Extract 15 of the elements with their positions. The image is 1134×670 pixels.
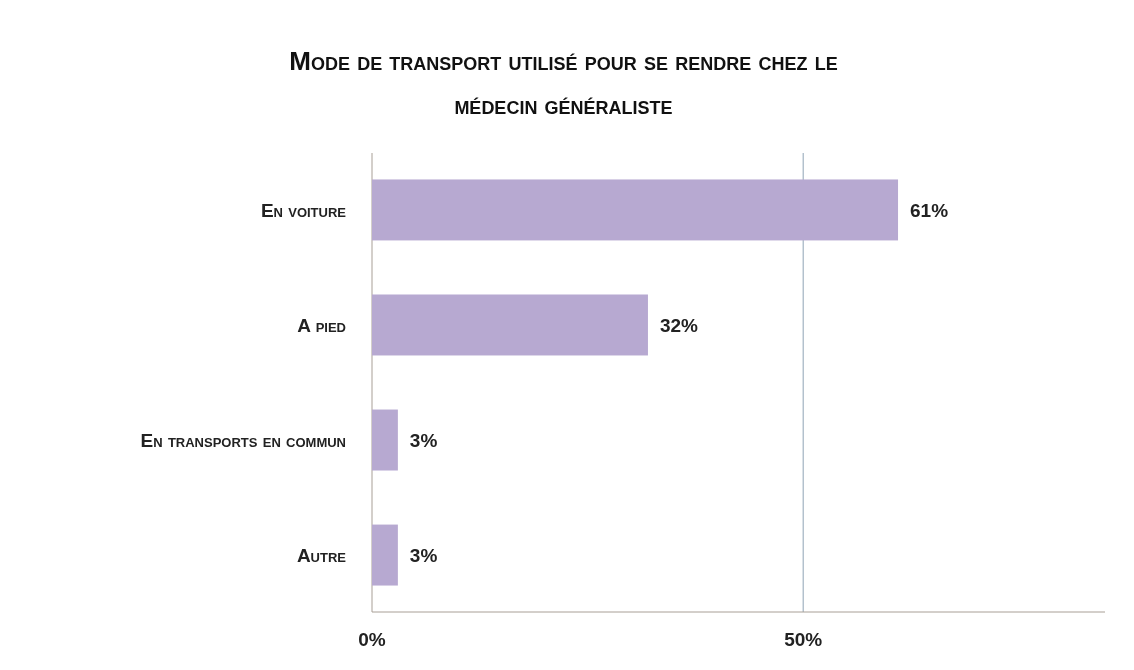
- data-label: 3%: [409, 544, 438, 566]
- y-tick-label: En voiture: [260, 199, 347, 221]
- data-label: 3%: [409, 429, 438, 451]
- y-tick-label: Autre: [296, 544, 347, 566]
- data-label: 61%: [910, 199, 949, 221]
- bar: [372, 409, 398, 471]
- chart-title: Mode de transport utilisé pour se rendre chez le médecin généraliste: [289, 46, 838, 120]
- bar: [372, 294, 648, 356]
- y-tick-label: A pied: [297, 314, 346, 336]
- y-tick-label: En transports en commun: [140, 429, 346, 451]
- x-tick-label: 50%: [784, 629, 823, 650]
- x-tick-label: 0%: [358, 629, 386, 650]
- bar: [372, 179, 899, 241]
- data-label: 32%: [659, 314, 699, 336]
- bar: [372, 524, 398, 586]
